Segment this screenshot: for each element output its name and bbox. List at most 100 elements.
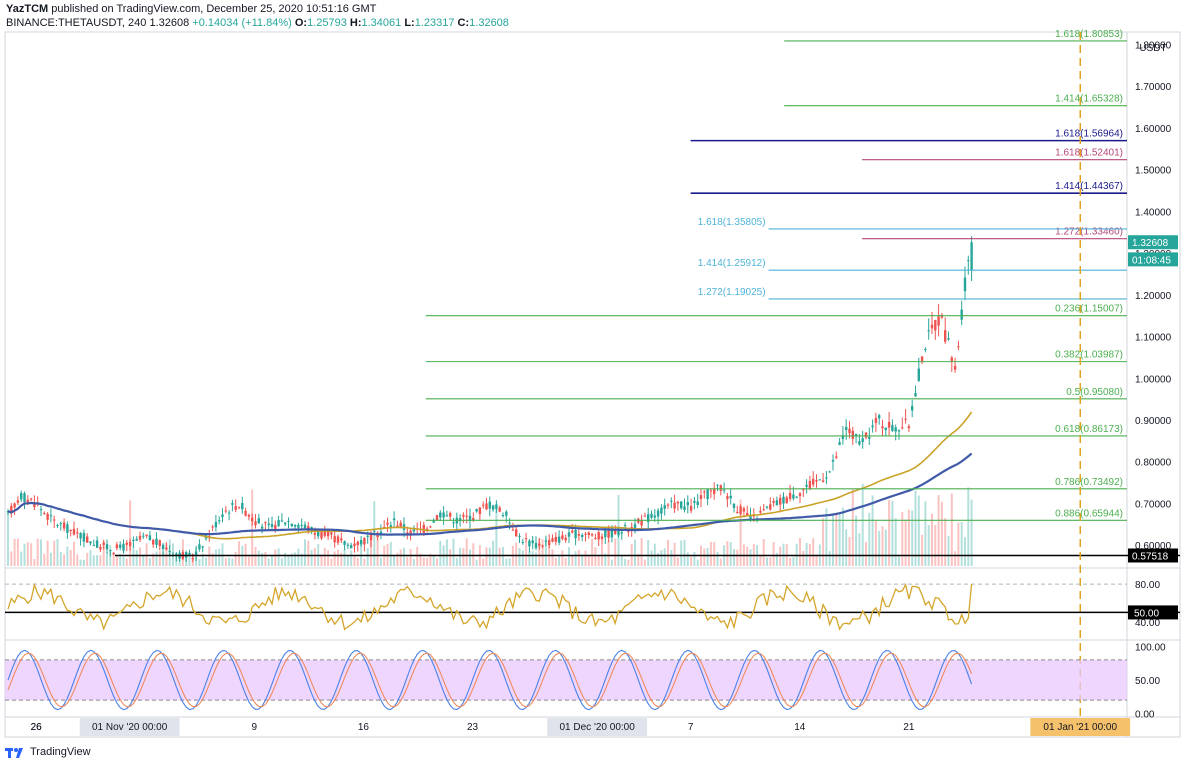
volume-bar [26,542,29,566]
candle-body [369,532,373,541]
candle-body [894,427,897,432]
volume-bar [855,515,858,566]
candle-body [934,320,937,331]
volume-bar [20,551,23,566]
candle-body [676,501,680,504]
candle-body [241,502,244,510]
candle-body [680,501,683,509]
candle-body [350,545,353,549]
volume-bar [353,554,356,566]
volume-bar [934,524,937,566]
volume-bar [439,540,442,566]
volume-bar [323,547,326,566]
tradingview-brand[interactable]: TradingView [30,746,91,758]
volume-bar [482,558,485,566]
volume-bar [581,554,584,566]
volume-bar [69,549,72,566]
candle-body [293,524,297,527]
volume-bar [366,548,369,566]
candle-body [666,504,670,506]
candle-body [356,541,359,546]
volume-bar [591,538,594,566]
volume-bar [904,519,907,566]
candle-body [43,513,46,515]
volume-bar [277,548,280,566]
candle-body [772,501,775,503]
candle-body [138,535,142,540]
symbol-label[interactable]: BINANCE:THETAUSDT, 240 [6,17,147,29]
candle-body [214,521,218,528]
candle-body [574,529,577,539]
volume-bar [201,553,204,566]
candle-body [924,348,927,350]
price-tick-label: 1.70000 [1135,82,1172,93]
volume-bar [637,553,640,566]
volume-bar [115,556,118,566]
volume-bar [914,490,917,566]
volume-bar [851,488,854,566]
candle-body [26,499,29,503]
volume-bar [769,557,772,566]
candle-body [548,540,551,545]
volume-bar [693,552,696,566]
candle-body [429,526,432,528]
candle-body [703,491,706,493]
candle-body [53,519,56,521]
candle-body [581,534,584,537]
time-label-badge [79,718,180,736]
price-tick-label: 0.70000 [1135,499,1172,510]
candle-body [643,515,647,517]
candle-body [498,507,501,512]
candle-body [802,489,805,491]
volume-bar [475,559,478,566]
candle-body [887,421,891,428]
candle-body [947,338,950,340]
volume-bar [66,546,69,566]
candle-body [693,500,696,503]
time-tick-label: 9 [252,722,258,733]
candle-body [835,456,838,458]
candle-body [465,515,468,517]
volume-bar [802,550,805,566]
candle-body [904,418,907,420]
volume-bar [766,557,768,566]
candle-body [782,496,785,504]
candle-body [16,500,20,503]
volume-bar [452,538,455,566]
volume-bar [251,489,254,566]
volume-bar [970,499,973,566]
volume-bar [432,556,435,566]
volume-bar [188,552,191,566]
candle-body [95,540,99,548]
candle-body [422,524,425,534]
candle-body [317,531,320,537]
candle-body [739,506,742,515]
volume-bar [307,540,310,566]
volume-bar [634,539,636,566]
volume-bar [521,550,524,566]
price-marker-badge [1128,548,1178,563]
volume-bar [485,547,488,566]
volume-bar [112,552,115,566]
candle-body [412,529,416,532]
volume-bar [36,538,39,566]
volume-bar [584,550,587,566]
candle-body [10,505,13,514]
volume-bar [828,551,831,566]
candle-body [105,544,109,550]
candle-body [392,518,396,521]
candle-body [247,514,251,517]
volume-bar [16,538,19,566]
fib-level-label: 1.618(1.52401) [1055,148,1123,159]
volume-bar [13,538,16,566]
candle-body [211,526,214,528]
stoch-tick-label: 50.00 [1135,676,1160,687]
candle-body [33,503,36,508]
volume-bar [706,547,709,566]
candle-body [366,535,369,537]
volume-bar [43,553,46,566]
candle-body [911,405,914,411]
volume-bar [267,558,270,566]
volume-bar [313,548,316,566]
